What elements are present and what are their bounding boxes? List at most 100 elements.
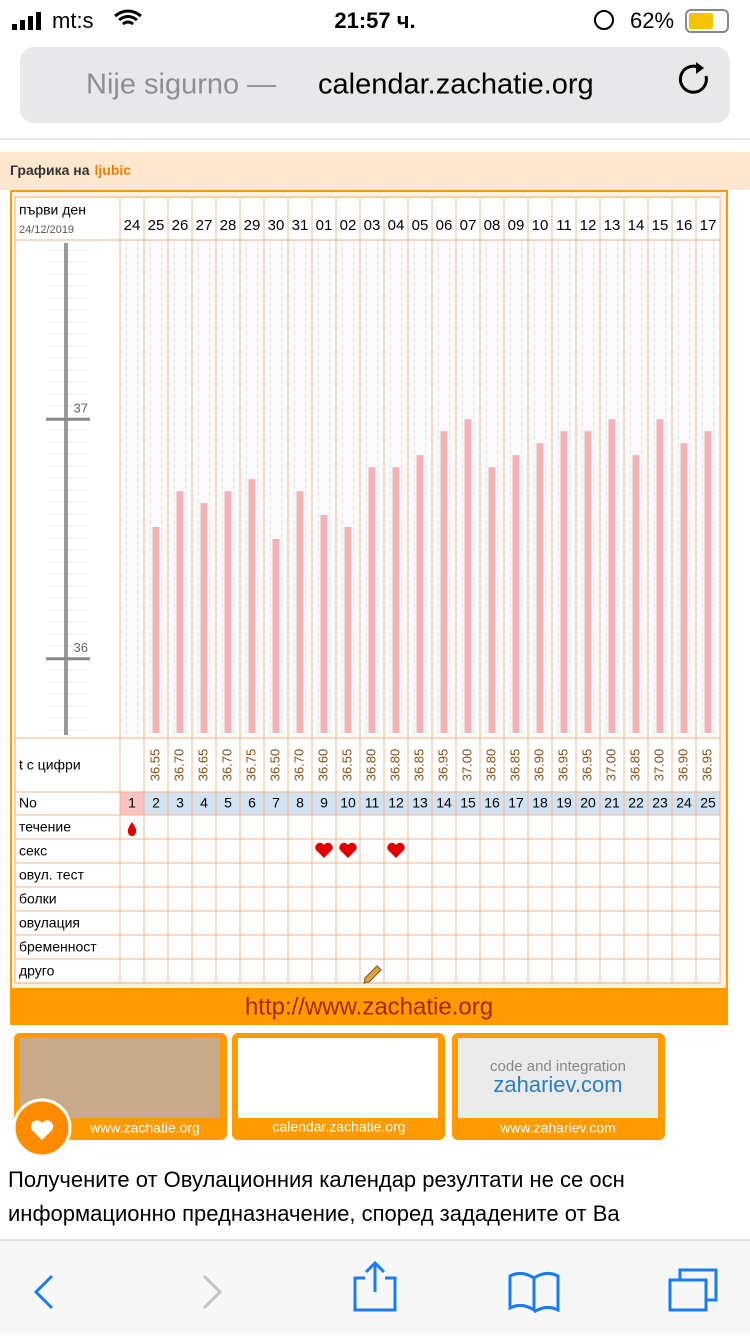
title-prefix: Графика на	[10, 162, 90, 178]
day-number: 16	[484, 795, 500, 811]
value-label: 36.95	[555, 749, 570, 782]
banner-text: www.zachatie.org	[89, 1120, 200, 1136]
forward-button[interactable]	[202, 1274, 223, 1310]
number-row	[120, 792, 720, 815]
bar	[704, 431, 712, 733]
y-tick-label: 36	[74, 640, 88, 655]
bar	[512, 455, 520, 733]
x-tick-label: 31	[292, 217, 309, 234]
bar	[368, 467, 376, 733]
value-label: 37.00	[603, 749, 618, 782]
bar	[296, 491, 304, 733]
day-number: 10	[340, 795, 356, 811]
x-tick-label: 05	[412, 217, 429, 234]
day-number: 22	[628, 795, 644, 811]
value-label: 36.50	[267, 749, 282, 782]
bar	[416, 455, 424, 733]
row-label: секс	[19, 843, 47, 859]
x-tick-label: 14	[628, 217, 645, 234]
scale-bar	[64, 243, 68, 735]
banner-2[interactable]: calendar.zachatie.org	[232, 1033, 445, 1140]
x-tick-label: 30	[268, 217, 285, 234]
value-label: 36.75	[243, 749, 258, 782]
footer-link[interactable]: http://www.zachatie.org	[245, 993, 493, 1020]
day-number: 2	[152, 795, 160, 811]
value-label: 36.85	[411, 749, 426, 782]
battery-text: 62%	[630, 8, 674, 33]
bar	[176, 491, 184, 733]
user-name[interactable]: ljubic	[95, 162, 132, 178]
value-label: 36.80	[363, 749, 378, 782]
bar	[272, 538, 280, 733]
bar	[224, 491, 232, 733]
header-title: Графика на ljubic	[10, 162, 131, 178]
bar	[200, 503, 208, 733]
value-label: 36.55	[339, 749, 354, 782]
share-button[interactable]	[353, 1260, 397, 1312]
day-number: 14	[436, 795, 452, 811]
value-label: 36.55	[147, 749, 162, 782]
day-number: 23	[652, 795, 668, 811]
x-tick-label: 04	[388, 217, 405, 234]
bar	[440, 431, 448, 733]
bar	[248, 479, 256, 733]
banner-1[interactable]: www.zachatie.org	[12, 1033, 227, 1158]
value-label: 36.70	[291, 749, 306, 782]
url-prefix: Nije sigurno —	[86, 69, 276, 101]
battery	[685, 9, 729, 33]
x-tick-label: 12	[580, 217, 597, 234]
note-icon	[363, 965, 382, 984]
value-label: 36.70	[171, 749, 186, 782]
value-label: 37.00	[459, 749, 474, 782]
bar	[656, 419, 664, 733]
x-tick-label: 17	[700, 217, 717, 234]
temp-row-label: t с цифри	[19, 757, 81, 773]
banner-text: www.zahariev.com	[499, 1120, 616, 1136]
bar	[152, 527, 160, 733]
reload-icon[interactable]	[678, 64, 708, 94]
value-label: 36.95	[699, 749, 714, 782]
day-number: 6	[248, 795, 256, 811]
row-label: овулация	[19, 915, 80, 931]
banner-text: code and integration	[490, 1058, 626, 1075]
bar	[320, 515, 328, 733]
day-number: 18	[532, 795, 548, 811]
number-row-first	[120, 792, 144, 815]
x-tick-label: 29	[244, 217, 261, 234]
battery-level	[689, 13, 713, 29]
flow-icon	[127, 822, 137, 836]
url-domain: calendar.zachatie.org	[318, 69, 594, 101]
lock-icon	[594, 10, 614, 30]
bar	[536, 443, 544, 733]
day-number: 24	[676, 795, 692, 811]
bar	[584, 431, 592, 733]
bar	[464, 419, 472, 733]
value-label: 36.65	[195, 749, 210, 782]
day-number: 25	[700, 795, 716, 811]
x-tick-label: 28	[220, 217, 237, 234]
banner-text: calendar.zachatie.org	[272, 1119, 405, 1135]
back-button[interactable]	[33, 1274, 54, 1310]
url-bar[interactable]	[20, 47, 730, 123]
day-number: 4	[200, 795, 208, 811]
value-label: 36.80	[483, 749, 498, 782]
bookmarks-button[interactable]	[508, 1271, 560, 1314]
value-label: 36.90	[675, 749, 690, 782]
value-label: 36.90	[531, 749, 546, 782]
sex-icons	[315, 842, 405, 858]
day-number: 17	[508, 795, 524, 811]
wifi-icon	[114, 9, 142, 26]
x-tick-label: 15	[652, 217, 669, 234]
value-label: 37.00	[651, 749, 666, 782]
banner-3[interactable]: code and integration zahariev.com www.za…	[452, 1033, 665, 1140]
day-number: 13	[412, 795, 428, 811]
x-tick-label: 02	[340, 217, 357, 234]
day-number: 15	[460, 795, 476, 811]
grid	[15, 197, 721, 983]
row-label: бременност	[19, 939, 97, 955]
bar	[608, 419, 616, 733]
tabs-button[interactable]	[668, 1268, 718, 1312]
day-number: 21	[604, 795, 620, 811]
x-tick-label: 09	[508, 217, 525, 234]
x-tick-label: 26	[172, 217, 189, 234]
